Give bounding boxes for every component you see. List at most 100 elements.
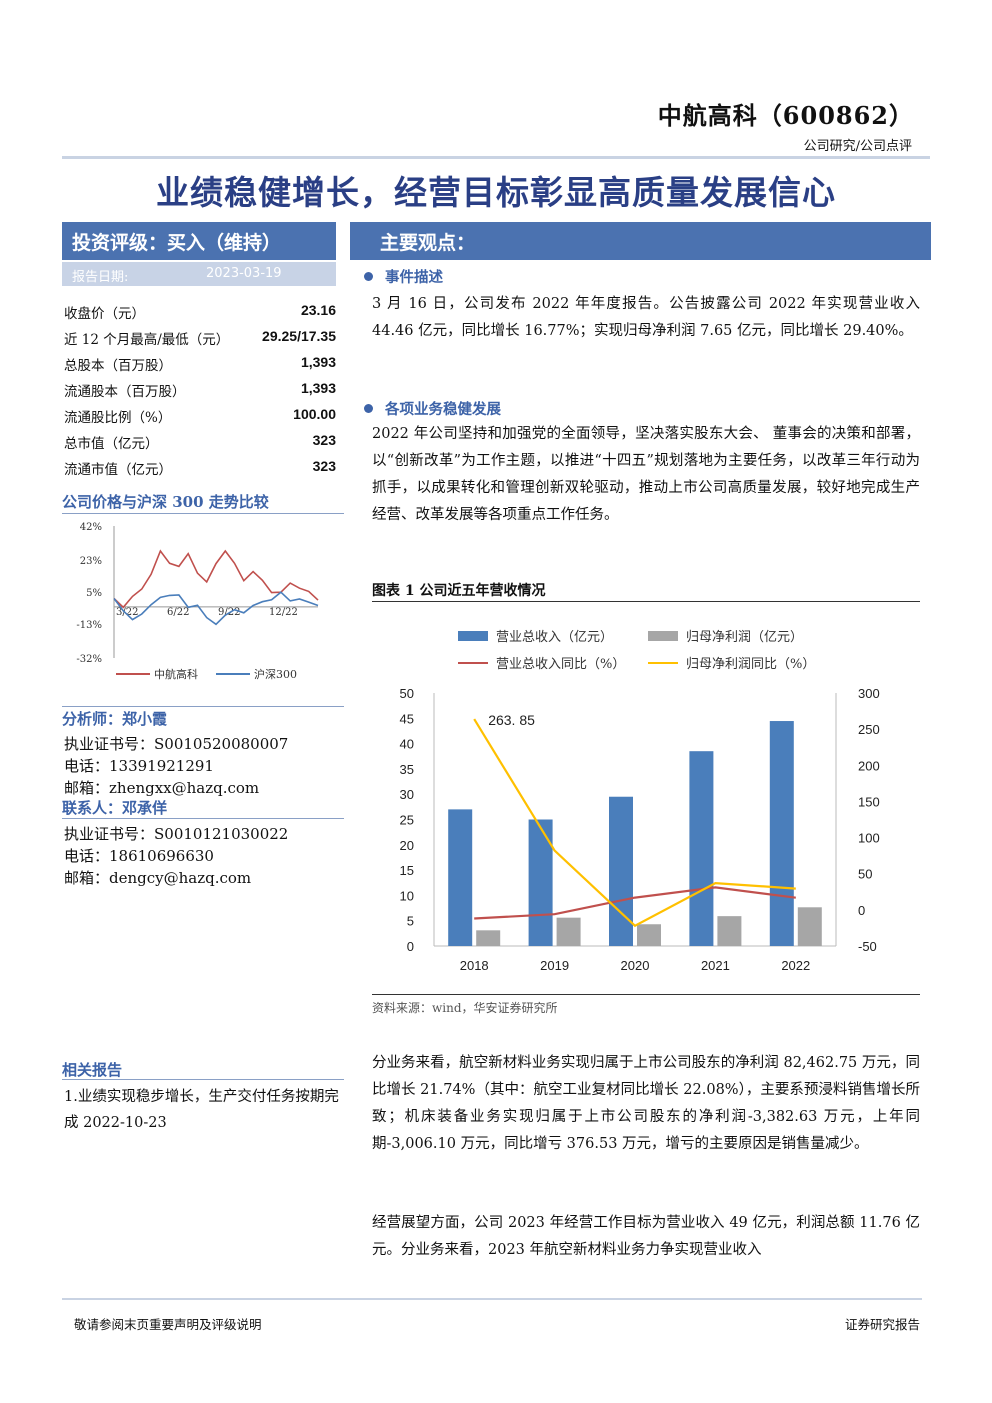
section-business-title: 各项业务稳健发展 [364, 398, 501, 419]
left-tick-label: 0 [407, 939, 414, 954]
y-tick-label: 23% [80, 556, 102, 567]
right-tick-label: -50 [858, 939, 877, 954]
analyst-email[interactable]: 邮箱：zhengxx@hazq.com [64, 779, 260, 797]
stat-label: 总股本（百万股） [64, 358, 172, 374]
legend-swatch [648, 631, 678, 641]
net-profit-bar [637, 924, 661, 946]
x-tick-label: 2018 [460, 958, 489, 973]
profit-yoy-line [473, 718, 796, 928]
related-report-item[interactable]: 1.业绩实现稳步增长，生产交付任务按期完成 2022-10-23 [64, 1089, 339, 1131]
report-date-bar: 报告日期: 2023-03-19 [62, 262, 336, 286]
price-chart-title: 公司价格与沪深 300 走势比较 [62, 493, 269, 511]
report-date-label: 报告日期: [72, 270, 129, 285]
figure-source: 资料来源：wind，华安证券研究所 [372, 1001, 558, 1015]
outlook-paragraph: 经营展望方面，公司 2023 年经营工作目标为营业收入 49 亿元，利润总额 1… [372, 1215, 920, 1258]
figure-title: 图表 1 公司近五年营收情况 [372, 583, 546, 599]
x-tick-label: 2022 [781, 958, 810, 973]
revenue-bar [528, 819, 553, 946]
left-tick-label: 5 [407, 914, 414, 929]
stat-label: 收盘价（元） [64, 306, 145, 322]
revenue-bar [689, 751, 714, 946]
net-profit-bar [717, 916, 742, 946]
main-points-banner: 主要观点： [350, 222, 931, 260]
stat-value: 29.25/17.35 [262, 328, 336, 344]
stat-label: 总市值（亿元） [64, 436, 159, 452]
net-profit-bar [476, 930, 501, 946]
page-title: 业绩稳健增长，经营目标彰显高质量发展信心 [156, 173, 836, 212]
figure-bottom-rule [372, 994, 920, 995]
y-tick-label: 5% [86, 588, 102, 599]
left-tick-label: 30 [400, 787, 414, 802]
stat-row: 流通市值（亿元） 323 [64, 458, 336, 484]
stat-row: 流通股比例（%） 100.00 [64, 406, 336, 432]
right-tick-label: 0 [858, 903, 865, 918]
legend-label: 归母净利润（亿元） [686, 630, 803, 645]
right-tick-label: 300 [858, 686, 880, 701]
stat-value: 1,393 [300, 380, 336, 396]
contact-phone: 电话：18610696630 [64, 847, 214, 865]
stat-value: 323 [312, 458, 336, 474]
company-title: 中航高科（600862） [657, 101, 914, 130]
stat-value: 23.16 [300, 302, 336, 318]
y-tick-label: -32% [76, 654, 102, 665]
x-tick-label: 2021 [701, 958, 730, 973]
related-reports-heading: 相关报告 [62, 1061, 123, 1079]
segment-paragraph: 分业务来看，航空新材料业务实现归属于上市公司股东的净利润 82,462.75 万… [372, 1055, 920, 1152]
price-chart-divider [62, 513, 344, 514]
net-profit-bar [797, 907, 822, 946]
contact-email[interactable]: 邮箱：dengcy@hazq.com [64, 869, 252, 887]
right-tick-label: 100 [858, 831, 880, 846]
stat-label: 流通市值（亿元） [64, 462, 172, 478]
series-line-company [113, 549, 319, 609]
left-tick-label: 40 [400, 737, 414, 752]
rating-banner: 投资评级：买入（维持） [62, 222, 336, 260]
legend-label: 归母净利润同比（%） [686, 657, 815, 672]
related-divider [62, 1079, 344, 1080]
revenue-bar [609, 796, 633, 946]
stat-value: 323 [312, 432, 336, 448]
right-tick-label: 200 [858, 758, 880, 773]
left-tick-label: 20 [400, 838, 414, 853]
report-date-value: 2023-03-19 [206, 266, 282, 281]
right-tick-label: 250 [858, 722, 880, 737]
analyst-heading: 分析师：郑小霞 [62, 710, 168, 728]
y-tick-label: -13% [76, 620, 102, 631]
y-tick-label: 42% [80, 522, 102, 533]
net-profit-bar [556, 917, 581, 946]
figure-top-rule [372, 601, 920, 602]
analyst-phone: 电话：13391921291 [64, 757, 214, 775]
contact-heading: 联系人：邓承佯 [62, 799, 168, 817]
stat-row: 流通股本（百万股） 1,393 [64, 380, 336, 406]
header-divider [62, 156, 930, 159]
stat-row: 近 12 个月最高/最低（元） 29.25/17.35 [64, 328, 336, 354]
stat-row: 总市值（亿元） 323 [64, 432, 336, 458]
left-tick-label: 35 [400, 762, 414, 777]
revenue-bar [769, 721, 794, 946]
section-event-title: 事件描述 [364, 266, 443, 287]
stat-row: 收盘价（元） 23.16 [64, 302, 336, 328]
bullet-dot-icon [364, 404, 373, 413]
right-tick-label: 150 [858, 794, 880, 809]
stat-row: 总股本（百万股） 1,393 [64, 354, 336, 380]
left-tick-label: 25 [400, 813, 414, 828]
report-category: 公司研究/公司点评 [803, 139, 912, 154]
x-tick-label: 2020 [621, 958, 650, 973]
stat-label: 流通股本（百万股） [64, 384, 186, 400]
right-tick-label: 50 [858, 867, 872, 882]
stat-label: 流通股比例（%） [64, 410, 172, 426]
legend-swatch [458, 631, 488, 641]
left-tick-label: 10 [400, 888, 414, 903]
analyst-cert: 执业证书号：S0010520080007 [64, 735, 289, 753]
x-tick-label: 2019 [540, 958, 569, 973]
analyst-divider [62, 706, 344, 707]
revenue-yoy-line [474, 886, 796, 920]
legend-label: 营业总收入同比（%） [496, 657, 625, 672]
contact-divider [62, 818, 344, 819]
stat-value: 1,393 [300, 354, 336, 370]
business-paragraph: 2022 年公司坚持和加强党的全面领导，坚决落实股东大会、 董事会的决策和部署，… [372, 426, 920, 523]
left-tick-label: 45 [400, 711, 414, 726]
event-paragraph: 3 月 16 日，公司发布 2022 年年度报告。公告披露公司 2022 年实现… [372, 296, 920, 339]
series-line-hs300 [113, 591, 319, 626]
contact-cert: 执业证书号：S0010121030022 [64, 825, 289, 843]
bullet-dot-icon [364, 272, 373, 281]
